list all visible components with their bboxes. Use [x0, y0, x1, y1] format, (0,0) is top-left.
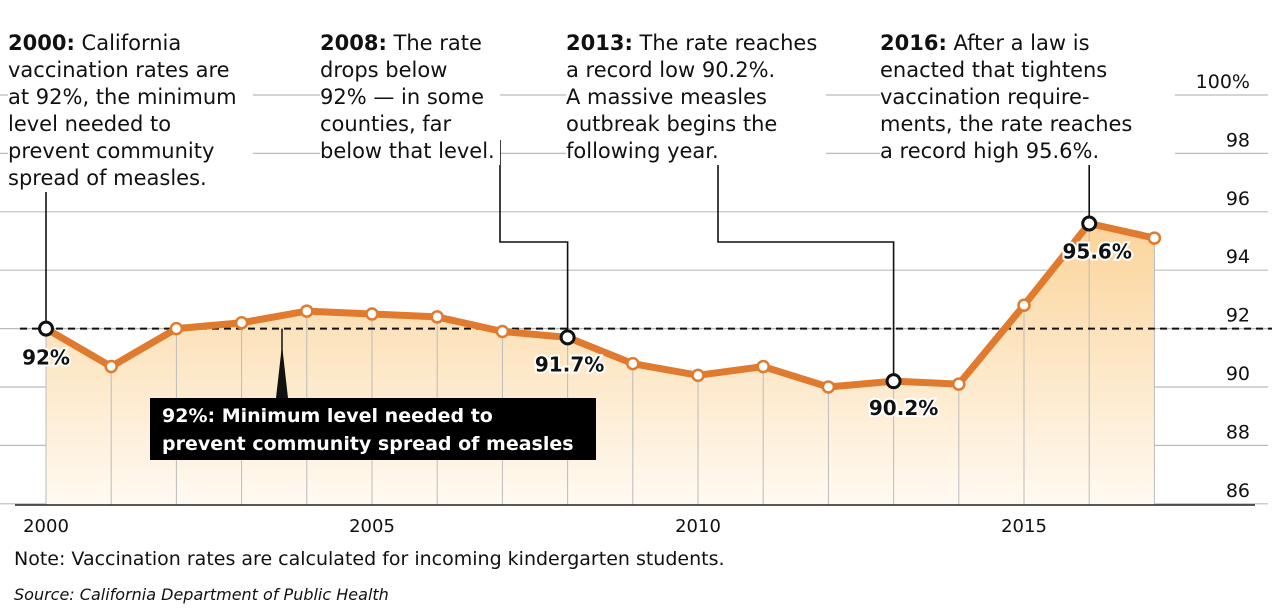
data-point-2010 — [691, 368, 705, 383]
annotation-2013-year: 2013: — [566, 31, 633, 55]
leader-2013 — [717, 140, 895, 382]
data-point-2001 — [104, 359, 118, 374]
annotation-2008-text: The rate drops below 92% — in some count… — [320, 31, 495, 163]
annotation-2008: 2008: The rate drops below 92% — in some… — [320, 3, 500, 165]
y-tick-label-88: 88 — [1226, 421, 1250, 443]
annotation-2013-text: The rate reaches a record low 90.2%. A m… — [566, 31, 818, 163]
data-point-2003 — [234, 316, 249, 330]
data-point-2012 — [821, 380, 836, 394]
y-tick-label-86: 86 — [1226, 480, 1250, 502]
annotation-2000: 2000: California vaccination rates are a… — [8, 3, 253, 192]
annotation-2000-text: California vaccination rates are at 92%,… — [8, 31, 237, 190]
data-point-2015 — [1017, 298, 1031, 312]
threshold-label-bold: 92%: — [162, 405, 216, 427]
y-tick-label-94: 94 — [1226, 246, 1250, 268]
data-label-2000: 92% — [22, 346, 70, 370]
x-tick-label-2010: 2010 — [675, 516, 721, 537]
y-tick-label-90: 90 — [1226, 363, 1250, 385]
y-tick-label-98: 98 — [1226, 129, 1250, 151]
data-point-2016 — [1081, 215, 1098, 232]
leader-2008 — [499, 140, 569, 338]
data-point-2004 — [300, 304, 314, 318]
data-label-2013: 90.2% — [869, 396, 938, 420]
y-tick-label-92: 92 — [1226, 305, 1250, 327]
data-point-2005 — [365, 307, 379, 321]
data-point-2006 — [430, 310, 444, 324]
data-point-2008 — [559, 329, 576, 346]
annotation-2000-year: 2000: — [8, 31, 75, 55]
x-tick-label-2000: 2000 — [23, 516, 69, 537]
data-point-2009 — [626, 356, 640, 371]
x-tick-label-2005: 2005 — [349, 516, 395, 537]
data-point-2000 — [38, 320, 54, 337]
annotation-2016-text: After a law is enacted that tightens vac… — [880, 31, 1133, 163]
threshold-pointer-arrow — [276, 345, 288, 398]
annotation-2008-year: 2008: — [320, 31, 387, 55]
data-point-2013 — [885, 373, 902, 390]
annotation-2013: 2013: The rate reaches a record low 90.2… — [566, 3, 826, 165]
y-tick-label-100: 100% — [1196, 71, 1250, 93]
data-label-2008: 91.7% — [535, 352, 604, 376]
x-tick-label-2015: 2015 — [1001, 516, 1047, 537]
chart-source: Source: California Department of Public … — [14, 585, 389, 604]
series-line — [42, 219, 1158, 391]
data-label-2016: 95.6% — [1063, 239, 1132, 263]
data-point-2011 — [756, 359, 770, 374]
chart-note: Note: Vaccination rates are calculated f… — [14, 548, 725, 570]
annotation-2016: 2016: After a law is enacted that tighte… — [880, 3, 1175, 165]
annotation-2016-year: 2016: — [880, 31, 947, 55]
y-tick-label-96: 96 — [1226, 188, 1250, 210]
threshold-label-box: 92%: Minimum level needed to prevent com… — [150, 398, 596, 460]
data-point-2007 — [495, 324, 510, 339]
threshold-label-text: Minimum level needed to prevent communit… — [162, 405, 574, 455]
data-point-2002 — [169, 321, 184, 336]
data-point-2017 — [1147, 231, 1162, 245]
data-point-2014 — [952, 377, 966, 391]
